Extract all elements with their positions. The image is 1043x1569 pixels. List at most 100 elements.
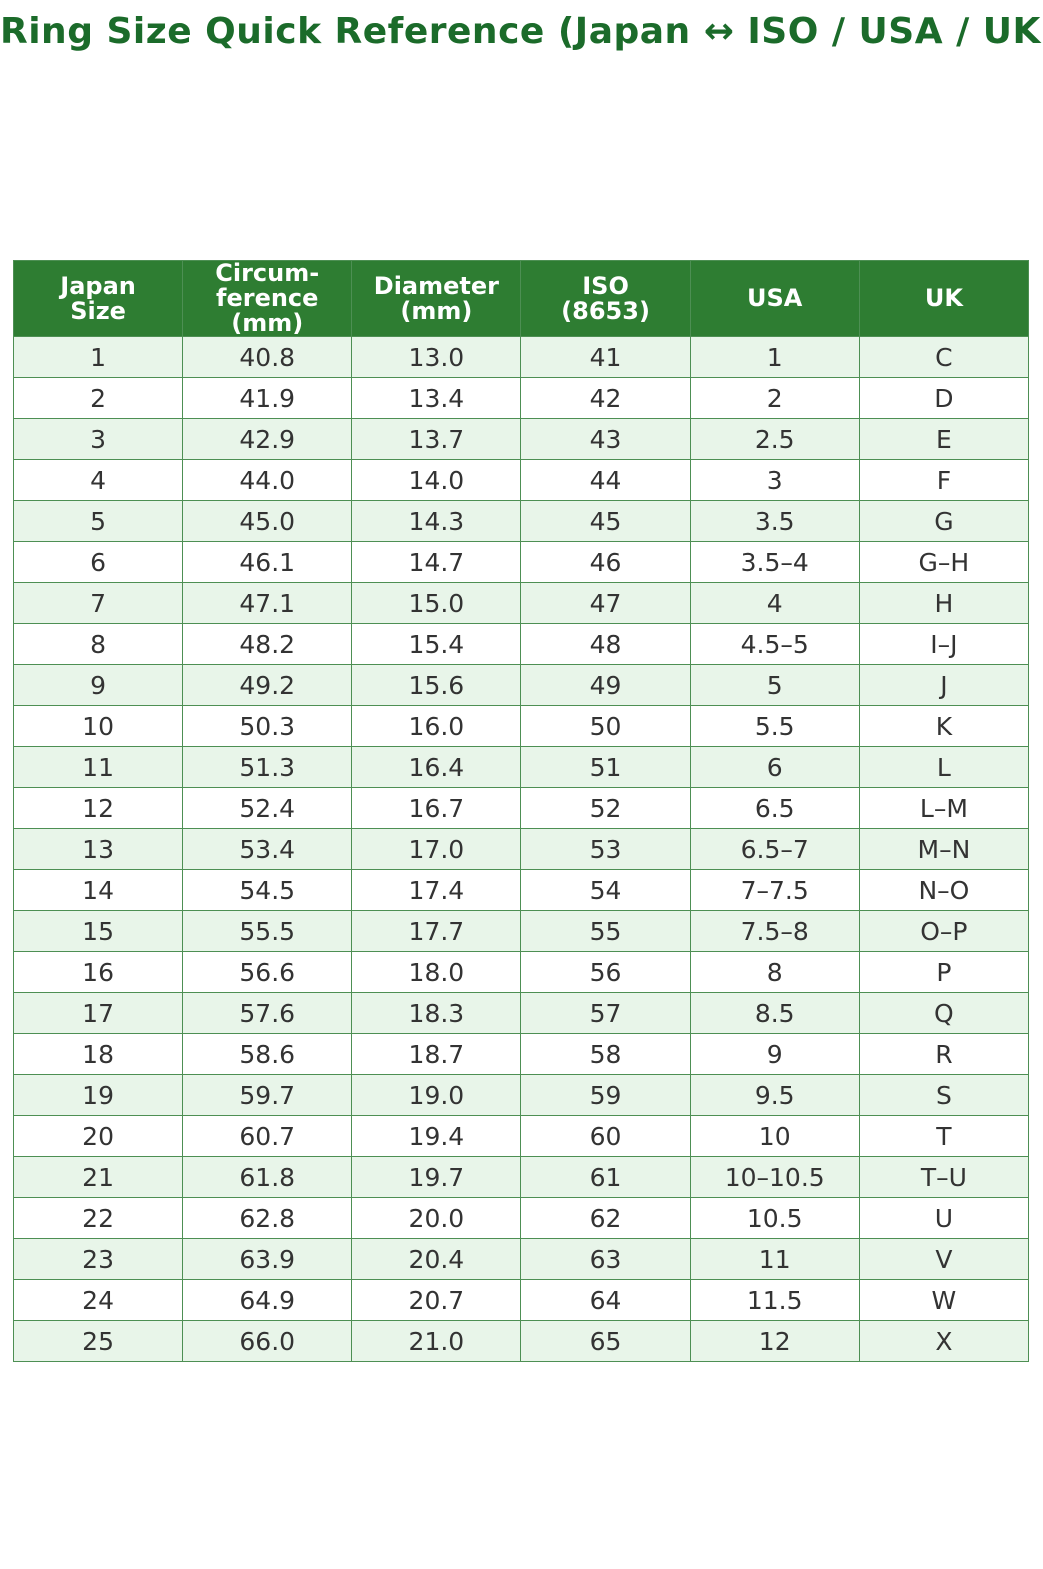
- table-row: 19 59.7 19.0 59 9.5 S: [12, 1074, 1030, 1117]
- table-cell: 18.0: [351, 951, 522, 994]
- table-cell: 65: [520, 1320, 691, 1363]
- table-row: 2 41.9 13.4 42 2 D: [12, 377, 1030, 420]
- table-cell: 14.0: [351, 459, 522, 502]
- table-row: 7 47.1 15.0 47 4 H: [12, 582, 1030, 625]
- table-row: 5 45.0 14.3 45 3.5 G: [12, 500, 1030, 543]
- table-cell: 3.5: [689, 500, 860, 543]
- table-cell: J: [858, 664, 1030, 707]
- table-row: 10 50.3 16.0 50 5.5 K: [12, 705, 1030, 748]
- table-cell: 64: [520, 1279, 691, 1322]
- table-cell: 55: [520, 910, 691, 953]
- table-row: 11 51.3 16.4 51 6 L: [12, 746, 1030, 789]
- table-cell: 22: [12, 1197, 184, 1240]
- table-cell: 3: [689, 459, 860, 502]
- table-cell: 14.7: [351, 541, 522, 584]
- table-cell: 1: [689, 336, 860, 379]
- table-cell: 55.5: [182, 910, 353, 953]
- table-cell: 10–10.5: [689, 1156, 860, 1199]
- table-cell: 12: [689, 1320, 860, 1363]
- table-cell: 25: [12, 1320, 184, 1363]
- table-row: 20 60.7 19.4 60 10 T: [12, 1115, 1030, 1158]
- table-cell: 13.4: [351, 377, 522, 420]
- table-cell: 57: [520, 992, 691, 1035]
- table-cell: 15.4: [351, 623, 522, 666]
- table-cell: 20.7: [351, 1279, 522, 1322]
- table-cell: 6.5: [689, 787, 860, 830]
- table-cell: T–U: [858, 1156, 1030, 1199]
- table-cell: 46: [520, 541, 691, 584]
- table-row: 25 66.0 21.0 65 12 X: [12, 1320, 1030, 1363]
- column-header-diameter-mm: Diameter (mm): [351, 260, 522, 338]
- table-cell: 13.0: [351, 336, 522, 379]
- table-cell: 15: [12, 910, 184, 953]
- table-row: 4 44.0 14.0 44 3 F: [12, 459, 1030, 502]
- table-cell: 19.7: [351, 1156, 522, 1199]
- table-cell: 58: [520, 1033, 691, 1076]
- table-cell: 18: [12, 1033, 184, 1076]
- table-cell: 46.1: [182, 541, 353, 584]
- table-cell: 15.6: [351, 664, 522, 707]
- table-cell: 48: [520, 623, 691, 666]
- table-cell: 45.0: [182, 500, 353, 543]
- table-cell: 51.3: [182, 746, 353, 789]
- table-cell: 62.8: [182, 1197, 353, 1240]
- table-cell: N–O: [858, 869, 1030, 912]
- table-cell: 40.8: [182, 336, 353, 379]
- table-cell: 17: [12, 992, 184, 1035]
- table-cell: 2.5: [689, 418, 860, 461]
- table-row: 16 56.6 18.0 56 8 P: [12, 951, 1030, 994]
- table-cell: 44: [520, 459, 691, 502]
- table-cell: 9.5: [689, 1074, 860, 1117]
- column-header-iso-8653: ISO (8653): [520, 260, 691, 338]
- table-row: 14 54.5 17.4 54 7–7.5 N–O: [12, 869, 1030, 912]
- column-header-uk: UK: [858, 260, 1030, 338]
- table-cell: 17.0: [351, 828, 522, 871]
- table-cell: R: [858, 1033, 1030, 1076]
- table-cell: 57.6: [182, 992, 353, 1035]
- table-cell: 54: [520, 869, 691, 912]
- table-cell: 61: [520, 1156, 691, 1199]
- table-cell: 7–7.5: [689, 869, 860, 912]
- table-cell: 8.5: [689, 992, 860, 1035]
- table-cell: 20: [12, 1115, 184, 1158]
- table-cell: 52.4: [182, 787, 353, 830]
- table-cell: 53.4: [182, 828, 353, 871]
- table-header-row: Japan Size Circum- ference (mm) Diameter (…: [12, 260, 1030, 338]
- table-cell: 23: [12, 1238, 184, 1281]
- table-cell: 42: [520, 377, 691, 420]
- table-cell: O–P: [858, 910, 1030, 953]
- table-cell: 14.3: [351, 500, 522, 543]
- table-cell: 9: [12, 664, 184, 707]
- table-cell: 12: [12, 787, 184, 830]
- table-cell: 53: [520, 828, 691, 871]
- table-cell: C: [858, 336, 1030, 379]
- table-cell: G–H: [858, 541, 1030, 584]
- table-cell: 49.2: [182, 664, 353, 707]
- table-cell: 17.4: [351, 869, 522, 912]
- table-row: 17 57.6 18.3 57 8.5 Q: [12, 992, 1030, 1035]
- page-title: Ring Size Quick Reference (Japan ↔ ISO /…: [0, 11, 1043, 52]
- table-row: 22 62.8 20.0 62 10.5 U: [12, 1197, 1030, 1240]
- column-header-usa: USA: [689, 260, 860, 338]
- table-row: 13 53.4 17.0 53 6.5–7 M–N: [12, 828, 1030, 871]
- table-cell: U: [858, 1197, 1030, 1240]
- table-body: 1 40.8 13.0 41 1 C 2 41.9 13.4 42 2 D 3 42.9 13.7 43 2.5…: [12, 336, 1030, 1363]
- table-cell: 24: [12, 1279, 184, 1322]
- table-cell: 59: [520, 1074, 691, 1117]
- table-cell: 16.0: [351, 705, 522, 748]
- table-row: 21 61.8 19.7 61 10–10.5 T–U: [12, 1156, 1030, 1199]
- table-cell: 45: [520, 500, 691, 543]
- table-cell: 3.5–4: [689, 541, 860, 584]
- table-cell: 11.5: [689, 1279, 860, 1322]
- table-cell: 49: [520, 664, 691, 707]
- table-cell: 3: [12, 418, 184, 461]
- table-cell: 42.9: [182, 418, 353, 461]
- table-cell: 58.6: [182, 1033, 353, 1076]
- table-cell: T: [858, 1115, 1030, 1158]
- table-cell: I–J: [858, 623, 1030, 666]
- table-cell: 19.0: [351, 1074, 522, 1117]
- table-cell: 6.5–7: [689, 828, 860, 871]
- table-cell: 6: [689, 746, 860, 789]
- table-cell: K: [858, 705, 1030, 748]
- table-cell: 2: [12, 377, 184, 420]
